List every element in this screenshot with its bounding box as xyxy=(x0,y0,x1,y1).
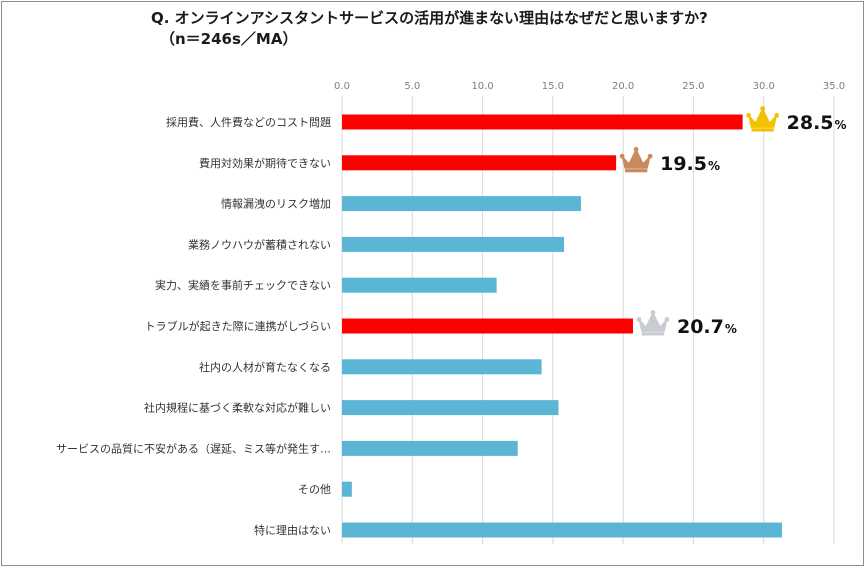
bar xyxy=(342,277,497,293)
bar xyxy=(342,359,542,375)
top-value-label: 28.5% xyxy=(787,112,847,134)
x-tick-label: 0.0 xyxy=(334,81,350,92)
bar xyxy=(342,481,352,497)
category-label: サービスの品質に不安がある（遅延、ミス等が発生す… xyxy=(56,441,331,455)
category-label: 社内規程に基づく柔軟な対応が難しい xyxy=(144,401,331,415)
top-value-label: 20.7% xyxy=(677,316,737,338)
chart-subtitle: （n＝246s／MA） xyxy=(160,30,297,48)
bar xyxy=(342,440,518,456)
x-tick-label: 20.0 xyxy=(612,81,634,92)
x-tick-label: 15.0 xyxy=(542,81,564,92)
x-tick-label: 25.0 xyxy=(682,81,704,92)
bar xyxy=(342,114,743,130)
category-label: 社内の人材が育たなくなる xyxy=(199,360,331,374)
bars xyxy=(342,114,782,538)
bar xyxy=(342,236,565,252)
x-tick-label: 30.0 xyxy=(753,81,775,92)
x-tick-label: 5.0 xyxy=(404,81,420,92)
category-label: 費用対効果が期待できない xyxy=(199,156,331,170)
bar xyxy=(342,318,633,334)
crown-bronze-icon xyxy=(619,146,653,173)
top-ranked-annotations: 28.5% 19.5% 20.7% xyxy=(619,106,847,338)
x-tick-label: 35.0 xyxy=(823,81,845,92)
x-axis-ticks: 0.0 5.0 10.0 15.0 20.0 25.0 30.0 35.0 xyxy=(334,81,845,92)
bar xyxy=(342,400,559,416)
crown-gold-icon xyxy=(746,106,780,132)
category-label: 採用費、人件費などのコスト問題 xyxy=(166,115,331,129)
category-label: その他 xyxy=(298,483,331,496)
bar xyxy=(342,522,782,538)
category-label: 情報漏洩のリスク増加 xyxy=(221,197,331,211)
bar xyxy=(342,196,581,212)
category-labels: 採用費、人件費などのコスト問題費用対効果が期待できない情報漏洩のリスク増加業務ノ… xyxy=(56,115,331,537)
category-label: 特に理由はない xyxy=(254,523,331,537)
category-label: 業務ノウハウが蓄積されない xyxy=(188,237,331,251)
chart-title: Q. オンラインアシスタントサービスの活用が進まない理由はなぜだと思いますか? xyxy=(151,9,708,27)
x-tick-label: 10.0 xyxy=(471,81,493,92)
bar xyxy=(342,155,617,171)
category-label: トラブルが起きた際に連携がしづらい xyxy=(145,319,331,333)
top-value-label: 19.5% xyxy=(660,153,720,175)
crown-silver-icon xyxy=(636,310,670,336)
category-label: 実力、実績を事前チェックできない xyxy=(155,278,331,292)
